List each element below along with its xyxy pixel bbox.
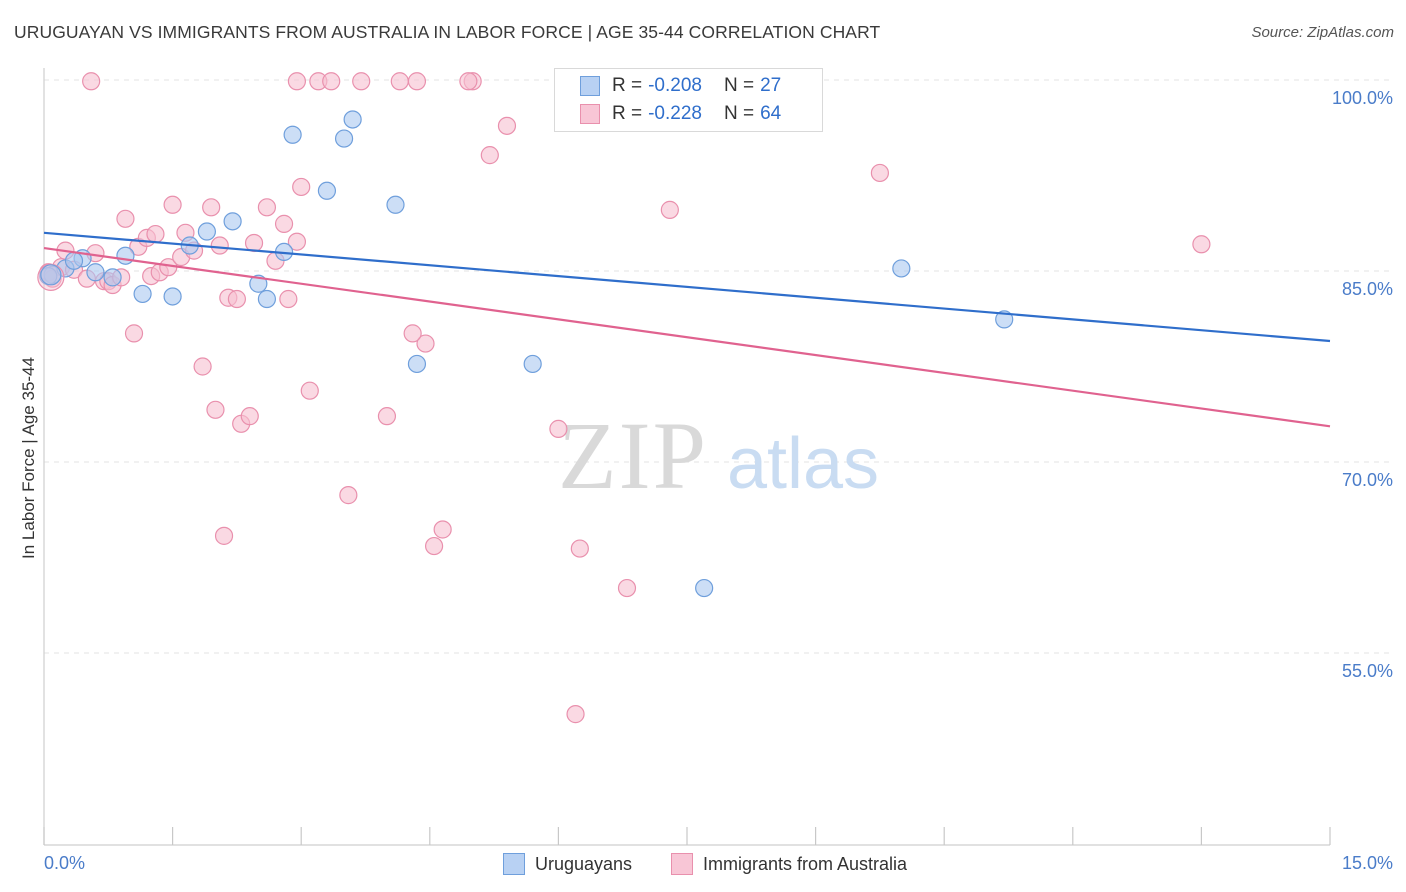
point-uruguayans: [197, 222, 216, 241]
point-australia: [227, 289, 246, 309]
point-australia: [416, 334, 435, 353]
point-australia: [377, 407, 397, 426]
y-tick-label: 100.0%: [1332, 88, 1393, 108]
tick-label-layer: 100.0% 85.0% 70.0% 55.0% 0.0% 15.0%: [44, 88, 1393, 873]
legend-row-australia: R = -0.228 N = 64: [555, 100, 781, 128]
trend-line-uruguayans: [43, 231, 1331, 343]
trend-line-australia: [43, 246, 1331, 428]
point-australia: [292, 177, 311, 197]
point-australia: [549, 419, 568, 438]
point-australia: [163, 195, 182, 214]
point-uruguayans: [523, 354, 542, 374]
point-uruguayans: [223, 212, 242, 231]
point-uruguayans: [257, 289, 277, 309]
point-australia: [424, 536, 444, 556]
legend-n-label: N =: [723, 103, 755, 124]
watermark-zip: ZIP: [558, 402, 708, 509]
legend-n-value: 64: [760, 103, 782, 124]
axis-layer: [43, 68, 1331, 846]
point-australia: [210, 236, 229, 255]
point-australia: [214, 526, 234, 545]
point-uruguayans: [343, 110, 362, 129]
point-australia: [497, 116, 517, 135]
point-australia: [459, 72, 478, 91]
x-tick-label-max: 15.0%: [1342, 853, 1393, 873]
legend-n-value: 27: [760, 75, 782, 96]
watermark-atlas: atlas: [727, 424, 879, 504]
point-uruguayans: [317, 181, 337, 200]
point-australia: [617, 578, 637, 598]
point-australia: [116, 209, 135, 228]
point-uruguayans: [407, 354, 427, 374]
y-axis-label: In Labor Force | Age 35-44: [19, 357, 38, 559]
y-tick-label: 70.0%: [1342, 470, 1393, 490]
point-uruguayans: [892, 259, 911, 278]
bottom-legend-australia: Immigrants from Australia: [671, 852, 907, 876]
point-australia: [1192, 235, 1211, 254]
legend-r-label: R =: [612, 75, 643, 96]
point-uruguayans: [116, 246, 135, 265]
point-australia: [202, 198, 221, 217]
legend-r-label: R =: [612, 103, 643, 124]
bottom-legend-label-australia: Immigrants from Australia: [703, 853, 908, 874]
point-australia: [339, 486, 358, 505]
point-australia: [82, 72, 101, 91]
point-uruguayans: [995, 310, 1014, 329]
point-uruguayans: [386, 195, 405, 214]
legend-swatch-uruguayans: [580, 76, 600, 96]
point-uruguayans: [283, 125, 302, 144]
point-australia: [274, 214, 294, 233]
point-australia: [287, 72, 307, 91]
grid-layer: [44, 79, 1392, 654]
point-australia: [480, 146, 499, 165]
trend-layer: [43, 231, 1331, 428]
point-australia: [566, 705, 585, 724]
watermark: ZIP atlas: [558, 402, 879, 509]
legend-box: R = -0.208 N = 27 R = -0.228 N = 64: [554, 68, 823, 132]
point-australia: [287, 232, 307, 251]
point-australia: [570, 539, 589, 558]
bottom-legend-swatch-australia: [671, 853, 693, 875]
bottom-legend-swatch-uruguayans: [503, 853, 525, 875]
point-uruguayans: [40, 264, 62, 286]
point-australia: [403, 324, 422, 343]
point-australia: [660, 200, 679, 219]
point-australia: [352, 72, 371, 91]
bottom-legend-label-uruguayans: Uruguayans: [535, 853, 633, 874]
point-australia: [279, 289, 298, 309]
legend-n-label: N =: [723, 75, 755, 96]
source-label: Source: ZipAtlas.com: [1251, 24, 1394, 41]
point-uruguayans: [695, 578, 714, 598]
legend-swatch-australia: [580, 104, 600, 124]
point-uruguayans: [103, 268, 122, 287]
legend-r-value: -0.208: [648, 75, 702, 96]
y-tick-label: 55.0%: [1342, 661, 1393, 681]
point-australia: [193, 357, 212, 376]
point-australia: [390, 72, 409, 91]
point-australia: [870, 163, 890, 183]
point-australia: [300, 381, 319, 400]
point-australia: [433, 520, 452, 539]
y-tick-label: 85.0%: [1342, 279, 1393, 299]
point-australia: [322, 72, 341, 91]
legend-row-uruguayans: R = -0.208 N = 27: [555, 72, 781, 100]
point-uruguayans: [133, 284, 152, 304]
point-australia: [206, 400, 225, 419]
point-uruguayans: [86, 263, 105, 282]
bottom-legend-uruguayans: Uruguayans: [503, 852, 632, 876]
point-australia: [124, 324, 144, 343]
point-uruguayans: [64, 251, 84, 270]
point-australia: [146, 224, 165, 244]
chart-title: URUGUAYAN VS IMMIGRANTS FROM AUSTRALIA I…: [14, 22, 881, 42]
points-layer: [37, 72, 1211, 724]
point-uruguayans: [334, 129, 354, 148]
x-tick-label-min: 0.0%: [44, 853, 85, 873]
point-uruguayans: [163, 287, 182, 306]
legend-r-value: -0.228: [648, 103, 702, 124]
point-australia: [257, 198, 277, 217]
point-australia: [240, 407, 259, 426]
point-australia: [407, 72, 427, 91]
